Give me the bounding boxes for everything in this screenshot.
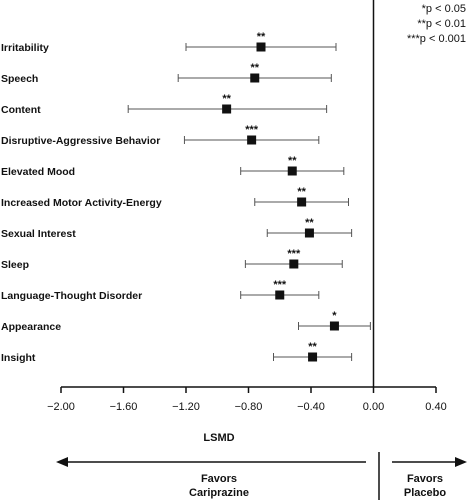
x-tick-label: −1.20 — [172, 401, 200, 413]
point-estimate — [250, 73, 260, 83]
forest-row: Insight ** — [1, 341, 353, 364]
favors-left-line1: Favors — [201, 473, 237, 485]
forest-row: Sexual Interest ** — [1, 217, 353, 240]
significance-legend: *p < 0.05 **p < 0.01 ***p < 0.001 — [407, 3, 466, 45]
significance-marker: ** — [222, 93, 231, 105]
x-tick-label: −0.40 — [297, 401, 325, 413]
significance-marker: ** — [305, 217, 314, 229]
row-label: Sexual Interest — [1, 228, 76, 240]
significance-marker: ** — [288, 155, 297, 167]
point-estimate — [287, 166, 297, 176]
x-tick-label: −0.80 — [235, 401, 263, 413]
row-label: Appearance — [1, 321, 61, 333]
forest-row: Sleep *** — [1, 248, 343, 271]
x-axis-label: LSMD — [203, 432, 234, 444]
x-axis-ticks: −2.00 −1.60 −1.20 −0.80 −0.40 0.00 0.40 — [47, 387, 447, 413]
row-label: Language-Thought Disorder — [1, 290, 142, 302]
x-tick-label: 0.40 — [425, 401, 446, 413]
forest-row: Language-Thought Disorder *** — [1, 279, 320, 302]
x-tick-label: 0.00 — [363, 401, 384, 413]
legend-entry-p001: ***p < 0.001 — [407, 33, 466, 45]
point-estimate — [329, 321, 339, 331]
x-tick-label: −2.00 — [47, 401, 75, 413]
x-tick-label: −1.60 — [110, 401, 138, 413]
significance-marker: * — [332, 310, 337, 322]
row-label: Irritability — [1, 42, 49, 54]
point-estimate — [222, 104, 232, 114]
point-estimate — [289, 259, 299, 269]
forest-row: Speech ** — [1, 62, 332, 85]
row-label: Disruptive-Aggressive Behavior — [1, 135, 160, 147]
significance-marker: *** — [287, 248, 301, 260]
row-label: Increased Motor Activity-Energy — [1, 197, 162, 209]
favors-left-line2: Cariprazine — [189, 487, 249, 499]
point-estimate — [256, 42, 266, 52]
legend-entry-p01: **p < 0.01 — [417, 18, 466, 30]
row-label: Sleep — [1, 259, 29, 271]
significance-marker: *** — [273, 279, 287, 291]
forest-row: Irritability ** — [1, 31, 337, 54]
forest-rows: Irritability ** Speech ** Content ** Disruptiv… — [1, 31, 371, 364]
row-label: Content — [1, 104, 41, 116]
favors-right-line2: Placebo — [404, 487, 446, 499]
point-estimate — [297, 197, 307, 207]
significance-marker: ** — [250, 62, 259, 74]
forest-row: Content ** — [1, 93, 328, 116]
row-label: Elevated Mood — [1, 166, 75, 178]
favors-right-line1: Favors — [407, 473, 443, 485]
point-estimate — [275, 290, 285, 300]
point-estimate — [308, 352, 318, 362]
significance-marker: ** — [297, 186, 306, 198]
significance-marker: ** — [257, 31, 266, 43]
point-estimate — [247, 135, 257, 145]
forest-row: Elevated Mood ** — [1, 155, 345, 178]
point-estimate — [304, 228, 314, 238]
favors-right-arrowhead — [455, 457, 467, 467]
legend-entry-p05: *p < 0.05 — [422, 3, 466, 15]
row-label: Insight — [1, 352, 36, 364]
significance-marker: *** — [245, 124, 259, 136]
favors-left-arrowhead — [56, 457, 68, 467]
forest-row: Increased Motor Activity-Energy ** — [1, 186, 349, 209]
row-label: Speech — [1, 73, 38, 85]
forest-row: Appearance * — [1, 310, 371, 333]
favors-annotation: Favors Cariprazine Favors Placebo — [56, 452, 467, 500]
significance-marker: ** — [308, 341, 317, 353]
forest-row: Disruptive-Aggressive Behavior *** — [1, 124, 320, 147]
